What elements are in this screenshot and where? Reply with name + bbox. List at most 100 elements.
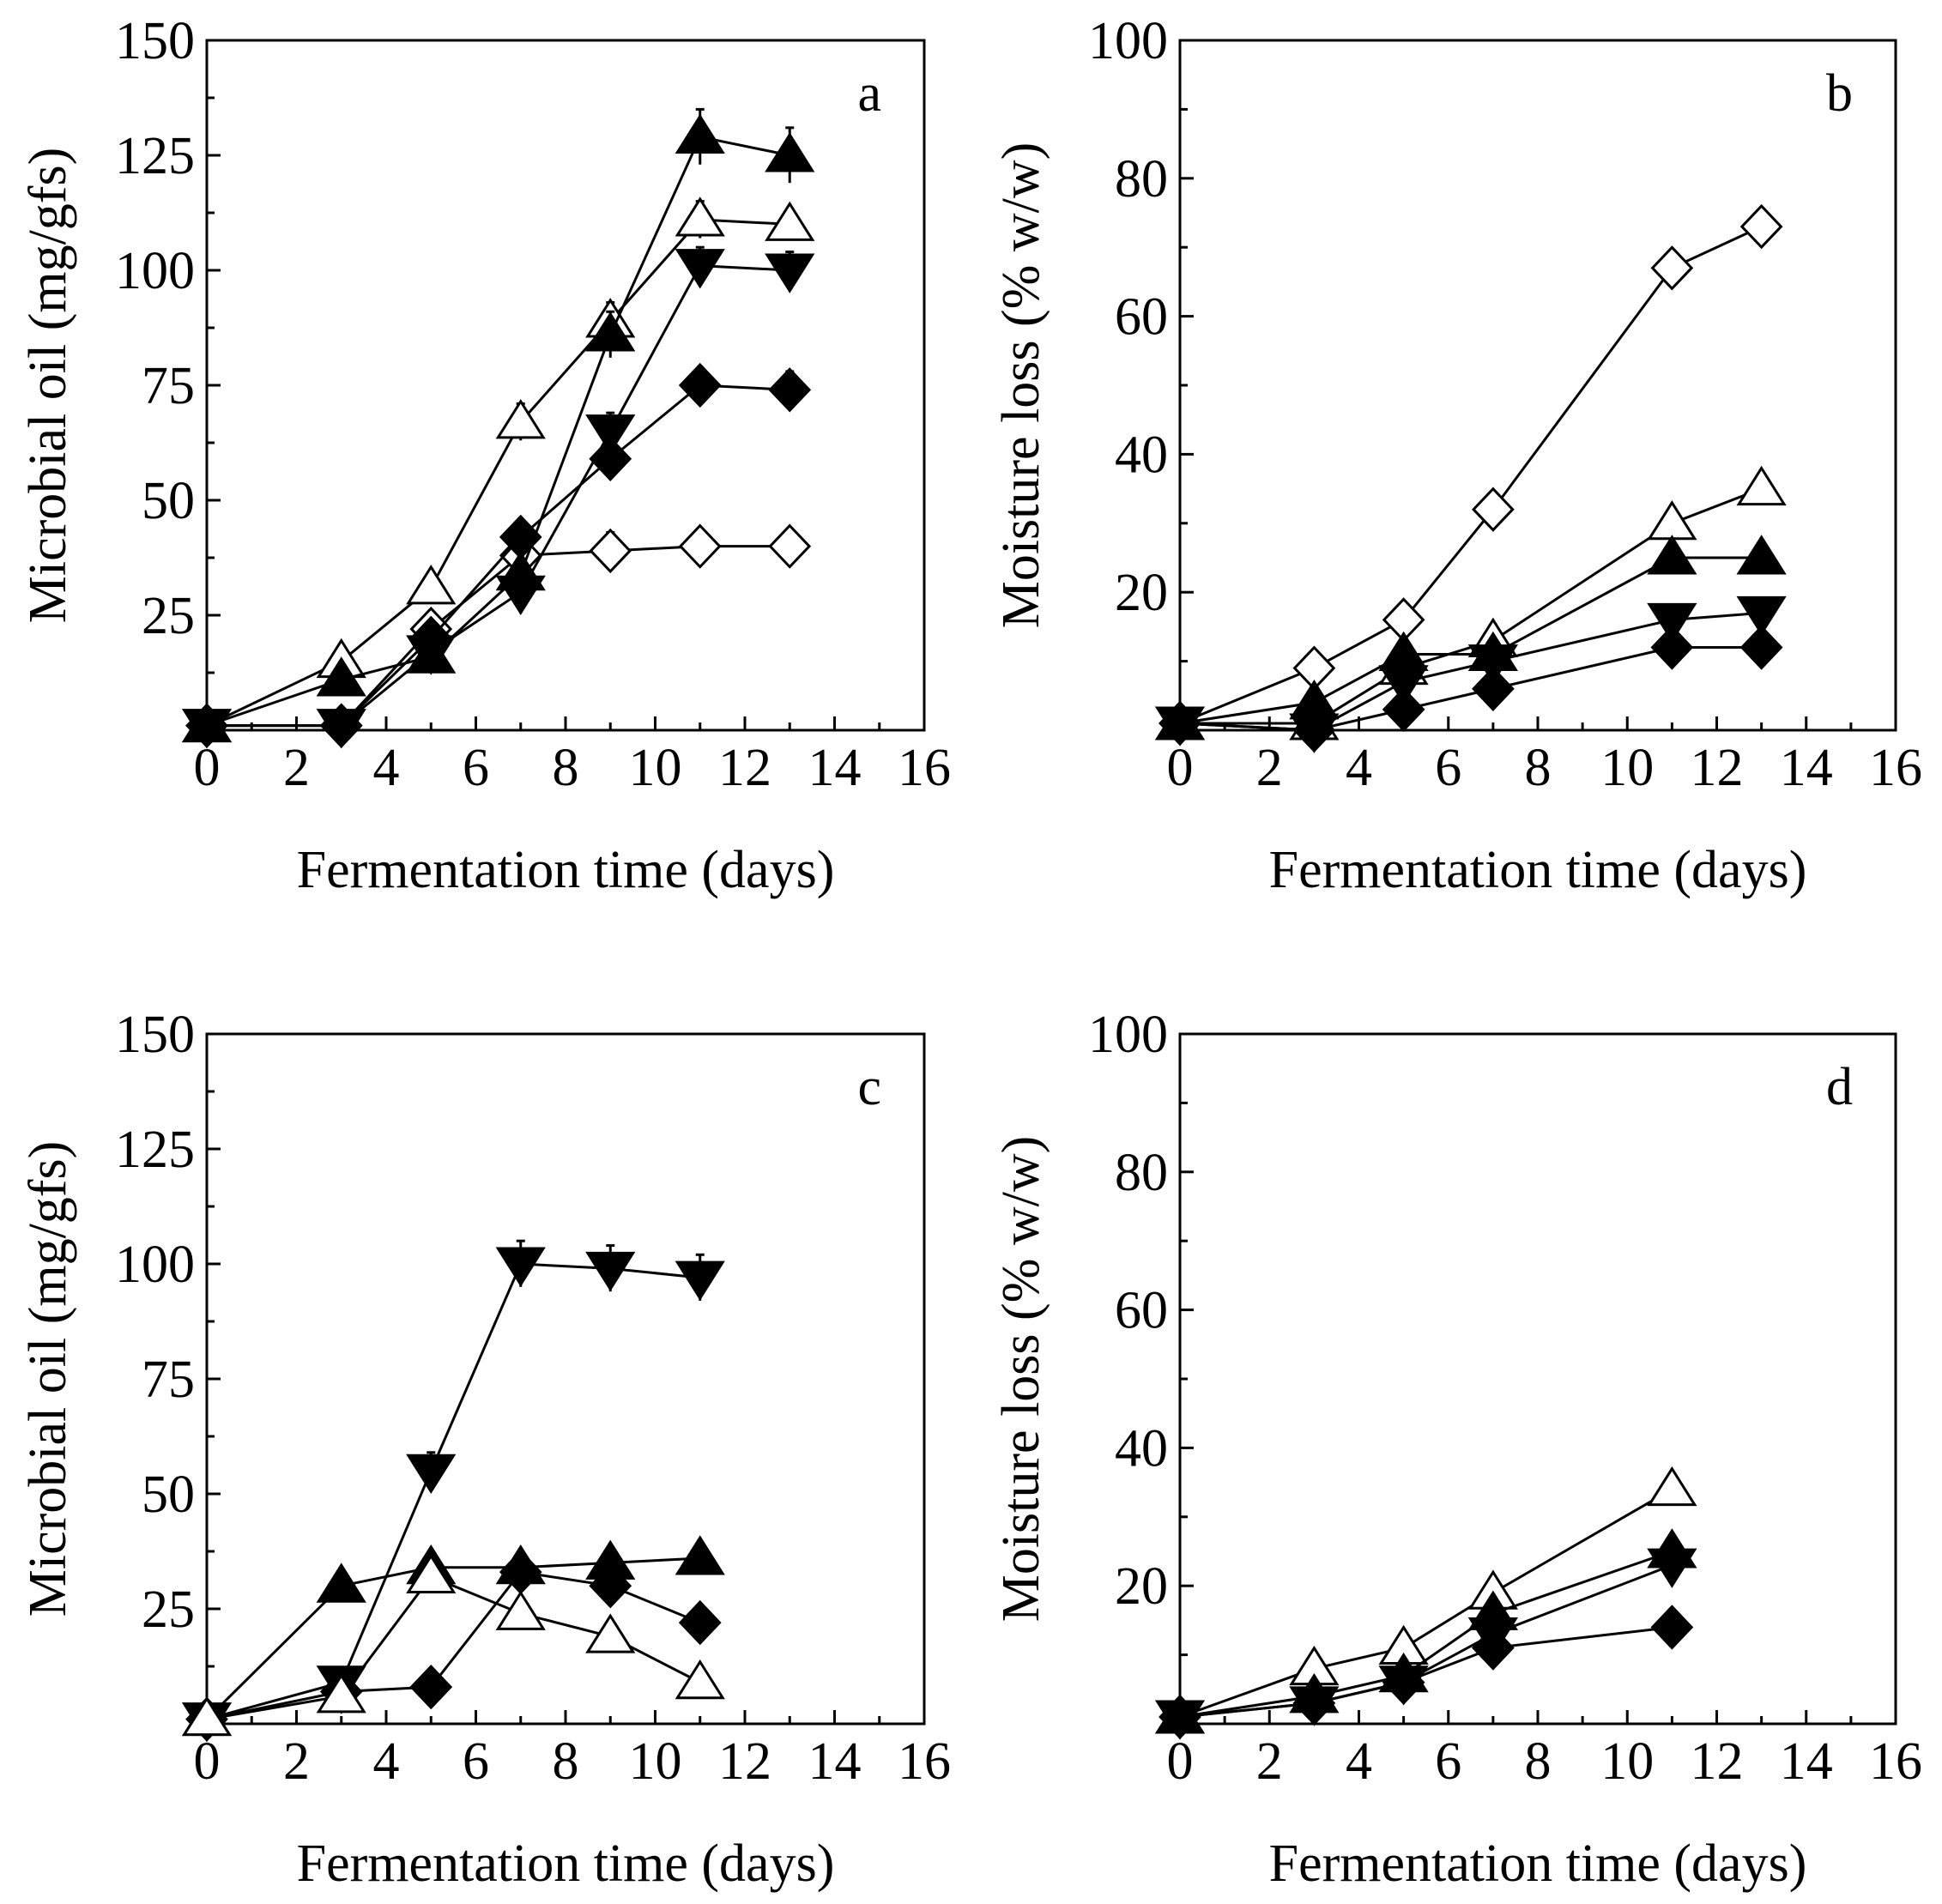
data-point <box>675 249 725 289</box>
data-point <box>1736 535 1787 575</box>
data-point <box>1382 1659 1425 1705</box>
series-line <box>1179 225 1763 725</box>
panel-c: 0 2 4 6 8 10 12 14 16255075100125150Fermentation… <box>19 1006 951 1893</box>
data-point <box>675 113 725 154</box>
y-tick-label: 100 <box>1088 1006 1168 1064</box>
x-tick-label: 6 <box>1435 739 1461 797</box>
data-point <box>1159 700 1201 746</box>
series-filled-diamond <box>1159 625 1783 753</box>
series-line <box>206 218 790 727</box>
x-tick-label: 12 <box>1691 1732 1744 1791</box>
series-filled-diamond <box>185 1549 722 1742</box>
y-tick-label: 125 <box>115 127 195 185</box>
data-point <box>765 253 815 293</box>
data-point <box>1378 631 1429 672</box>
data-point <box>1382 686 1425 733</box>
y-tick-label: 75 <box>142 1351 195 1409</box>
y-tick-label: 50 <box>142 472 195 530</box>
x-tick-label: 14 <box>1780 1732 1833 1791</box>
x-axis-title: Fermentation time (days) <box>1269 841 1807 899</box>
data-point <box>499 1549 542 1595</box>
x-tick-label: 12 <box>718 739 771 797</box>
panel-letter: d <box>1826 1058 1853 1116</box>
x-tick-label: 4 <box>373 1732 400 1791</box>
series-line <box>207 264 790 728</box>
data-point <box>1472 1625 1515 1671</box>
x-tick-label: 16 <box>1869 1732 1922 1791</box>
x-tick-label: 8 <box>553 1732 579 1791</box>
y-tick-label: 60 <box>1115 1282 1168 1340</box>
data-point <box>495 575 546 616</box>
y-axis-title: Moisture loss (% w/w) <box>992 142 1050 629</box>
series-filled-triangle-up <box>1154 1528 1697 1734</box>
data-point <box>1647 1548 1697 1588</box>
data-point <box>1647 602 1697 644</box>
y-tick-label: 40 <box>1115 426 1168 484</box>
panel-letter: b <box>1826 64 1853 123</box>
y-tick-label: 50 <box>142 1466 195 1524</box>
series-open-diamond <box>185 523 812 748</box>
data-point <box>765 132 815 172</box>
series-line <box>206 1262 700 1721</box>
series-filled-triangle-down <box>181 245 815 749</box>
panel-letter: a <box>857 64 881 123</box>
x-tick-label: 12 <box>718 1732 771 1791</box>
data-point <box>1292 707 1336 753</box>
panel-b: 0 2 4 6 8 10 12 14 16 20 40 60 80 100 Fermentation tim… <box>992 12 1922 899</box>
data-point <box>1739 625 1783 670</box>
data-point <box>1736 465 1787 506</box>
y-axis-title: Moisture loss (% w/w) <box>992 1136 1050 1623</box>
series-filled-triangle-up <box>181 1535 725 1737</box>
data-point <box>185 703 228 748</box>
x-tick-label: 10 <box>629 1732 682 1791</box>
x-axis-title: Fermentation time (days) <box>297 841 835 899</box>
data-point <box>319 703 363 748</box>
x-tick-label: 4 <box>1346 739 1372 797</box>
y-tick-label: 25 <box>142 1581 195 1639</box>
y-tick-label: 25 <box>142 587 195 645</box>
data-point <box>406 565 457 605</box>
plot-frame <box>1178 1032 1897 1726</box>
data-point <box>675 196 725 237</box>
panel-a: 0 2 4 6 8 10 12 14 16255075100125150Fermentation… <box>19 12 951 899</box>
y-tick-label: 75 <box>142 357 195 415</box>
data-point <box>1650 1605 1694 1650</box>
data-point <box>181 1695 233 1737</box>
data-point <box>585 1613 636 1653</box>
y-tick-label: 125 <box>115 1121 195 1179</box>
x-tick-label: 14 <box>1780 739 1833 797</box>
x-tick-label: 16 <box>898 739 951 797</box>
series-filled-diamond <box>1159 1605 1694 1740</box>
series-line <box>1179 556 1762 725</box>
x-axis-title: Fermentation time (days) <box>297 1834 835 1893</box>
series-line <box>207 545 790 728</box>
x-tick-label: 0 <box>1167 739 1194 797</box>
data-point <box>409 615 453 661</box>
data-point <box>1159 1694 1201 1740</box>
x-tick-label: 6 <box>1435 1732 1461 1791</box>
data-point <box>1467 644 1518 685</box>
y-tick-label: 80 <box>1115 150 1168 209</box>
x-tick-label: 8 <box>553 739 579 797</box>
data-point <box>1472 666 1515 711</box>
x-tick-label: 14 <box>808 1732 862 1791</box>
data-point <box>678 362 722 408</box>
series-line <box>1179 1625 1673 1719</box>
plot-frame <box>205 39 926 732</box>
series-line <box>1179 1563 1673 1719</box>
data-point <box>495 1247 546 1287</box>
x-tick-label: 2 <box>1256 739 1283 797</box>
y-tick-label: 20 <box>1115 564 1168 622</box>
y-tick-label: 20 <box>1115 1557 1168 1616</box>
series-open-triangle-up <box>181 196 815 743</box>
data-point <box>678 523 722 569</box>
panel-d: 0 2 4 6 8 10 12 14 16 20 40 60 80 100 Fermentation tim… <box>992 1006 1922 1893</box>
x-tick-label: 2 <box>283 739 310 797</box>
series-filled-triangle-up <box>181 107 815 743</box>
data-point <box>675 1260 725 1301</box>
x-tick-label: 12 <box>1691 739 1744 797</box>
y-tick-label: 40 <box>1115 1419 1168 1478</box>
x-tick-label: 16 <box>1869 739 1922 797</box>
data-point <box>495 1590 546 1630</box>
